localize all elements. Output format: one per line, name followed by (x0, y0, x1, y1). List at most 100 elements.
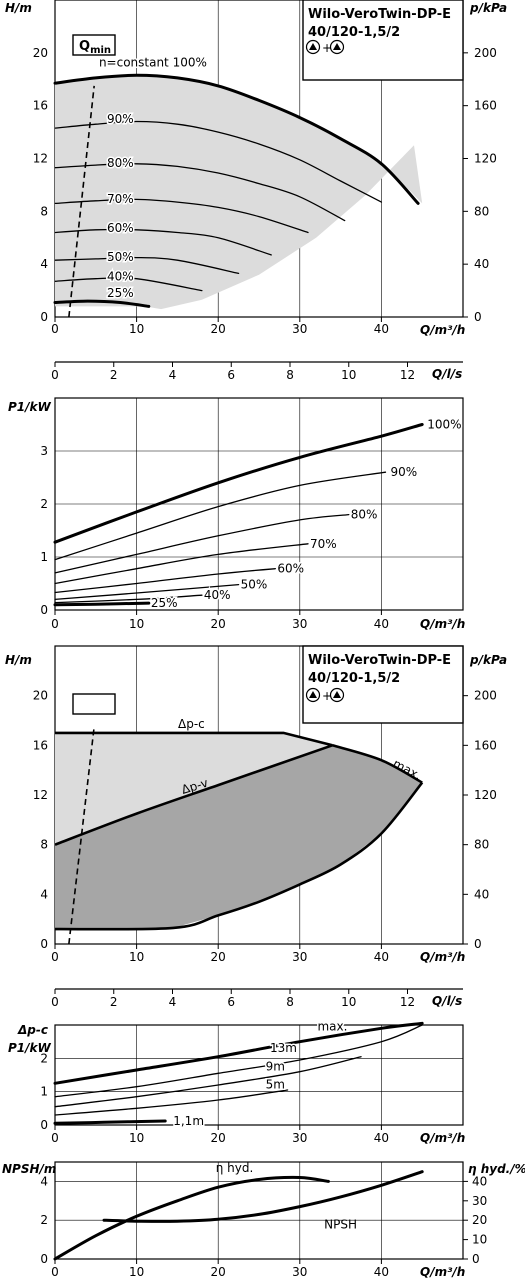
chart3-dp-c-area (55, 732, 333, 845)
chart2-x-ticks: 0 10 20 30 40 (51, 610, 389, 631)
chart3-y2tick-label: 200 (474, 689, 497, 703)
chart5-ytick-label: 0 (40, 1252, 48, 1266)
chart2-xtick-label: 40 (374, 617, 389, 631)
chart-power-vs-flow-control-modes: max. 13m 9m 5m 1,1m 0 1 2 0 10 20 30 40 Δp-c P1/kW… (8, 1018, 465, 1145)
chart4-series-label-4: 1,1m (173, 1114, 204, 1128)
chart4-series-1 (54, 1024, 423, 1098)
chart4-series-4 (53, 1119, 167, 1125)
chart1-y2tick-label: 80 (474, 204, 489, 218)
chart4-x-ticks: 0 10 20 30 40 (51, 1125, 389, 1145)
chart3-y-axis-label: H/m (5, 653, 32, 667)
chart1-series-label-2: 80% (107, 156, 134, 170)
chart4-xtick-label: 10 (129, 1131, 144, 1145)
chart5-xtick-label: 20 (211, 1265, 226, 1279)
ls-axis-tick-label: 0 (51, 995, 59, 1009)
chart1-qmin-sub: min (90, 45, 111, 56)
chart1-series-0 (53, 73, 420, 205)
chart1-y2-axis-label: p/kPa (469, 1, 507, 15)
chart5-xtick-label: 40 (374, 1265, 389, 1279)
ls-axis-tick-label: 6 (227, 995, 235, 1009)
flow-axis-liters-per-second-2: 0 2 4 6 8 10 12 Q/l/s (51, 988, 463, 1009)
chart1-qmin-label: Q (79, 39, 90, 54)
chart4-series-label-3: 5m (266, 1078, 285, 1092)
chart2-series-label-3: 70% (310, 537, 337, 551)
ls-axis-tick-label: 4 (169, 368, 177, 382)
axis1-ticks: 0 2 4 6 8 10 12 (51, 361, 463, 382)
chart2-series-0 (53, 423, 424, 544)
ls-axis-tick-label: 12 (400, 995, 415, 1009)
chart-power-vs-flow-speed-control: 100% 90% 80% 70% 60% 50% 40% 25% 0 1 2 3 0 10 20 30 40… (8, 397, 465, 631)
chart3-ytick-label: 8 (40, 838, 48, 852)
chart5-curves: η hyd. NPSH (53, 1161, 424, 1261)
chart5-series-label-0: η hyd. (216, 1161, 254, 1175)
chart3-ytick-label: 12 (33, 788, 48, 802)
chart2-series-label-7: 25% (151, 596, 178, 610)
chart3-max-curve (332, 744, 423, 784)
chart2-xtick-label: 20 (211, 617, 226, 631)
chart5-x-ticks: 0 10 20 30 40 (51, 1259, 389, 1279)
chart4-xtick-label: 30 (292, 1131, 307, 1145)
chart3-xtick-label: 0 (51, 950, 59, 964)
chart3-y-ticks: 0 4 8 12 16 20 (33, 689, 48, 951)
chart5-y2tick-label: 10 (472, 1233, 487, 1247)
chart1-series-label-3: 70% (107, 192, 134, 206)
axis2-label: Q/l/s (432, 994, 462, 1008)
chart5-y2tick-label: 30 (472, 1194, 487, 1208)
chart3-y2tick-label: 0 (474, 937, 482, 951)
chart1-ytick-label: 8 (40, 204, 48, 218)
chart5-y2-axis-label: η hyd./% (468, 1162, 525, 1176)
chart3-qmin-label-box (72, 693, 116, 715)
chart2-series-6 (54, 594, 203, 604)
chart1-speed-curves: n=constant 100% 90% 80% 70% 60% 50% 40% 25% (53, 54, 420, 308)
chart3-ytick-label: 0 (40, 937, 48, 951)
ls-axis-tick-label: 8 (286, 368, 294, 382)
chart2-series-5 (54, 583, 240, 601)
chart3-dp-v-area (55, 745, 423, 930)
chart2-y-axis-label: P1/kW (8, 400, 52, 414)
svg-text:Qmin: Qmin (79, 39, 111, 56)
chart1-series-label-1: 90% (107, 112, 134, 126)
chart3-dp-c-curve (55, 731, 333, 747)
ls-axis-tick-label: 10 (341, 995, 356, 1009)
chart1-series-1 (54, 120, 383, 203)
chart4-xtick-label: 40 (374, 1131, 389, 1145)
ls-axis-tick-label: 8 (286, 995, 294, 1009)
chart1-series-7 (53, 299, 151, 308)
chart3-x-ticks: 0 10 20 30 40 (51, 944, 389, 964)
chart4-xtick-label: 0 (51, 1131, 59, 1145)
chart1-ytick-label: 16 (33, 99, 48, 113)
chart4-y-axis-label: P1/kW (8, 1041, 52, 1055)
chart2-series-7 (53, 601, 151, 607)
chart1-y2-ticks: 0 40 80 120 160 200 (463, 46, 497, 324)
chart4-series-label-1: 13m (270, 1041, 297, 1055)
chart3-xtick-label: 30 (292, 950, 307, 964)
chart1-qmin-line (68, 85, 95, 318)
chart1-series-label-5: 50% (107, 250, 134, 264)
chart1-series-5 (54, 256, 240, 275)
chart1-y-ticks: 0 4 8 12 16 20 (33, 46, 48, 324)
chart4-series-0 (53, 1021, 424, 1085)
chart2-series-3 (54, 543, 309, 585)
chart2-ytick-label: 3 (40, 444, 48, 458)
chart1-x-ticks: 0 10 20 30 40 (51, 317, 389, 336)
chart1-ytick-label: 0 (40, 310, 48, 324)
chart1-y2tick-label: 200 (474, 46, 497, 60)
chart3-xtick-label: 10 (129, 950, 144, 964)
ls-axis-tick-label: 12 (400, 368, 415, 382)
chart4-series-3 (54, 1089, 289, 1116)
chart4-ytick-label: 2 (40, 1051, 48, 1065)
chart2-series-2 (54, 513, 350, 574)
chart3-lower-bound-curve (54, 781, 424, 931)
chart2-series-label-5: 50% (241, 578, 268, 592)
chart2-xtick-label: 30 (292, 617, 307, 631)
ls-axis-tick-label: 4 (169, 995, 177, 1009)
chart1-y-axis-label: H/m (5, 1, 32, 15)
chart1-y2tick-label: 120 (474, 152, 497, 166)
chart3-symbol-plus: + (322, 689, 332, 703)
chart3-x-axis-label: Q/m³/h (420, 950, 465, 964)
chart5-xtick-label: 0 (51, 1265, 59, 1279)
chart1-series-2 (54, 163, 346, 222)
chart5-ytick-label: 2 (40, 1213, 48, 1227)
chart-npsh-and-efficiency: η hyd. NPSH 0 2 4 0 10 20 30 40 0 10 20 30 40 NPSH/… (2, 1161, 525, 1279)
